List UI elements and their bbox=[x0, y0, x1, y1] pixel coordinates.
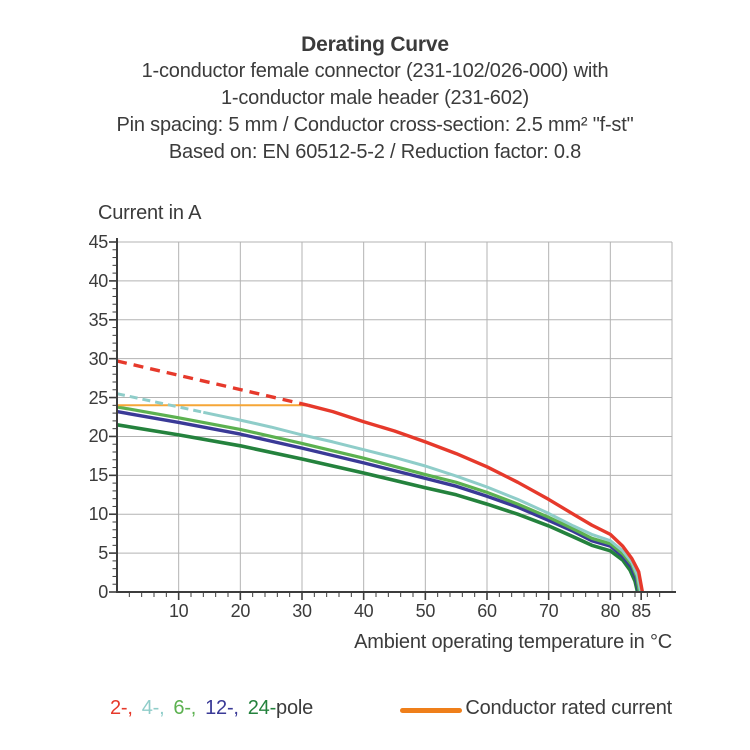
x-tick-label: 70 bbox=[538, 601, 559, 621]
legend-item-24pole: 24- bbox=[247, 697, 277, 719]
x-tick-label: 80 bbox=[600, 601, 621, 621]
chart-title: Derating Curve bbox=[301, 33, 449, 56]
y-tick-label: 0 bbox=[98, 582, 108, 602]
y-axis-title: Current in A bbox=[98, 202, 202, 224]
subtitle-line-2: 1-conductor male header (231-602) bbox=[220, 87, 530, 109]
rated-current-line-swatch bbox=[400, 708, 462, 713]
subtitle-line-4: Based on: EN 60512-5-2 / Reduction facto… bbox=[168, 141, 582, 163]
curve-4-pole bbox=[202, 410, 643, 593]
curve-4-pole bbox=[116, 392, 204, 414]
y-tick-label: 40 bbox=[88, 270, 109, 291]
x-tick-label: 50 bbox=[415, 601, 436, 621]
y-tick-label: 45 bbox=[88, 232, 109, 252]
y-tick-label: 25 bbox=[88, 387, 109, 408]
x-tick-label: 10 bbox=[168, 601, 189, 621]
y-tick-label: 20 bbox=[88, 426, 109, 447]
rated-current-legend-label: Conductor rated current bbox=[465, 697, 672, 719]
legend-pole-suffix: pole bbox=[276, 697, 314, 719]
y-tick-label: 15 bbox=[88, 465, 109, 486]
y-tick-label: 35 bbox=[88, 309, 109, 330]
curve-6-pole bbox=[116, 405, 641, 593]
legend-item-4pole: 4-, bbox=[141, 697, 165, 719]
y-tick-label: 5 bbox=[98, 543, 108, 564]
curve-2-pole bbox=[307, 403, 645, 593]
y-tick-label: 30 bbox=[88, 348, 109, 369]
legend-item-12pole: 12-, bbox=[205, 697, 239, 719]
legend-item-2pole: 2-, bbox=[110, 697, 133, 719]
legend-item-6pole: 6-, bbox=[173, 697, 197, 719]
pole-legend: 2-, 4-, 6-, 12-, 24-pole bbox=[110, 697, 313, 720]
subtitle-line-1: 1-conductor female connector (231-102/02… bbox=[141, 60, 609, 82]
x-tick-label: 60 bbox=[477, 601, 497, 621]
y-tick-label: 10 bbox=[88, 504, 109, 525]
x-axis-title: Ambient operating temperature in °C bbox=[354, 631, 672, 653]
x-tick-label: 40 bbox=[353, 601, 374, 621]
x-tick-label: 20 bbox=[230, 601, 251, 621]
x-tick-label: 85 bbox=[631, 601, 651, 621]
curve-24-pole bbox=[116, 423, 640, 593]
x-tick-label: 30 bbox=[292, 601, 312, 621]
title-block: Derating Curve 1-conductor female connec… bbox=[0, 31, 750, 166]
curve-12-pole bbox=[116, 409, 641, 593]
subtitle-line-3: Pin spacing: 5 mm / Conductor cross-sect… bbox=[116, 114, 634, 136]
derating-chart-plot bbox=[109, 238, 676, 600]
